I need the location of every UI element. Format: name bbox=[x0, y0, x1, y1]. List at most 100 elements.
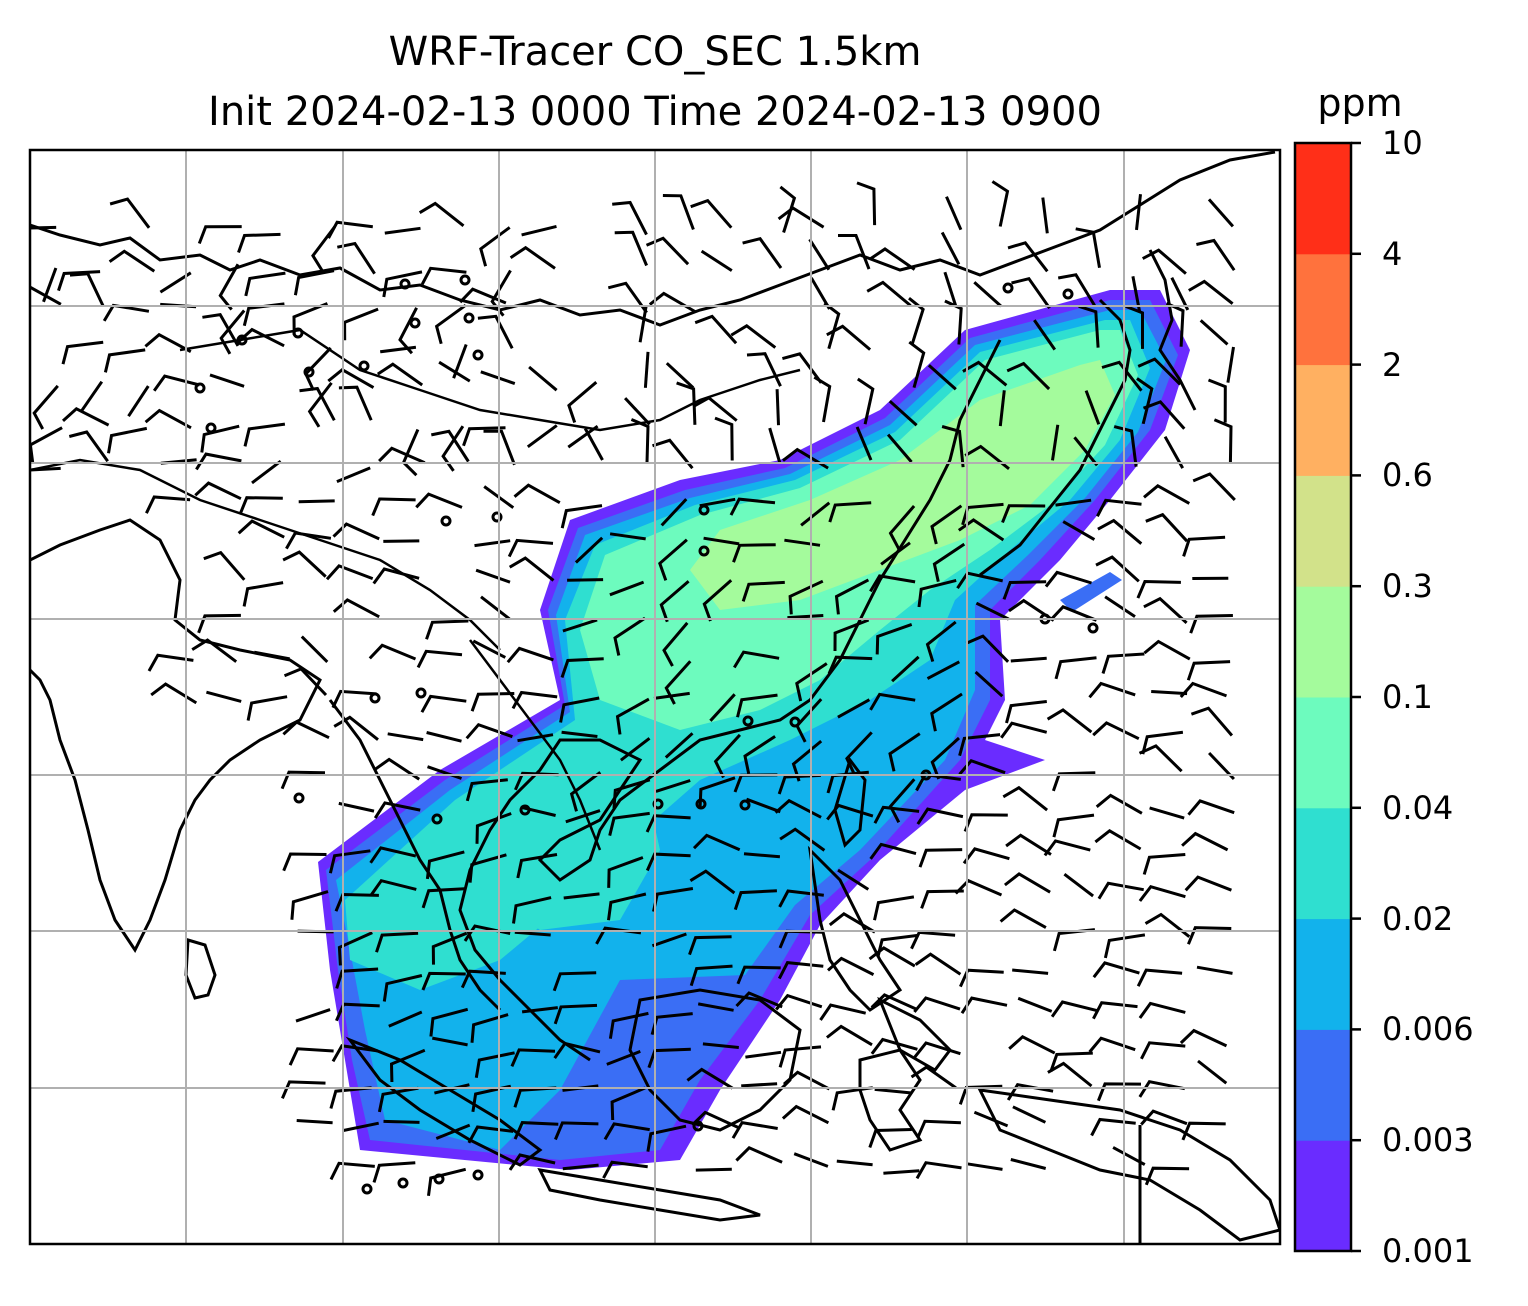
wind-barb bbox=[658, 538, 688, 581]
wind-barb bbox=[714, 416, 734, 461]
wind-barb bbox=[827, 655, 873, 675]
wind-barb bbox=[416, 649, 463, 669]
wind-barb bbox=[743, 852, 781, 859]
coastline-indochina bbox=[328, 699, 502, 1012]
wind-barb bbox=[528, 365, 558, 392]
wind-barb bbox=[103, 348, 146, 373]
wind-barb bbox=[1094, 828, 1142, 851]
wind-barb bbox=[823, 302, 841, 350]
wind-barb bbox=[1006, 1083, 1054, 1101]
wind-barb bbox=[745, 797, 781, 814]
wind-barb bbox=[191, 638, 238, 663]
wind-barb bbox=[509, 245, 556, 270]
wind-barb bbox=[327, 220, 373, 239]
wind-barb bbox=[1001, 504, 1046, 524]
wind-barb bbox=[1052, 928, 1096, 952]
wind-barb bbox=[246, 695, 288, 721]
wind-barb bbox=[1092, 1001, 1138, 1020]
wind-barb bbox=[1097, 881, 1144, 900]
wind-barb bbox=[296, 1119, 333, 1125]
wind-barb bbox=[856, 377, 875, 425]
colorbar-segment bbox=[1295, 253, 1351, 366]
wind-barb bbox=[328, 849, 371, 874]
wind-barb bbox=[479, 226, 511, 267]
colorbar-tick-label: 0.04 bbox=[1382, 788, 1454, 827]
wind-barb bbox=[1050, 1000, 1098, 1018]
border-himalaya bbox=[30, 458, 501, 651]
wind-barb bbox=[638, 306, 648, 343]
wind-barb bbox=[700, 249, 733, 272]
coastline-china-north bbox=[30, 150, 1276, 327]
wind-barb bbox=[371, 497, 416, 517]
wind-barb bbox=[109, 197, 151, 229]
wind-barb bbox=[1179, 1028, 1228, 1048]
wind-barb bbox=[465, 778, 508, 802]
wind-barb bbox=[1170, 277, 1190, 311]
wind-barb bbox=[107, 426, 148, 454]
calm-marker bbox=[194, 382, 206, 394]
wind-barb bbox=[219, 309, 246, 355]
wind-barb bbox=[1057, 273, 1096, 307]
wind-barb bbox=[1138, 884, 1186, 902]
colorbar-segment bbox=[1295, 1029, 1351, 1141]
wind-barb bbox=[845, 731, 873, 776]
wind-barb bbox=[888, 399, 918, 427]
calm-marker bbox=[292, 327, 304, 339]
wind-barb bbox=[510, 1048, 556, 1067]
wind-barb bbox=[333, 715, 379, 741]
wind-barb bbox=[775, 993, 823, 1011]
wind-barb bbox=[372, 567, 420, 585]
wind-barb bbox=[690, 198, 733, 229]
wind-barb bbox=[954, 878, 1003, 897]
wind-barb bbox=[1104, 595, 1136, 618]
wind-barb bbox=[602, 1160, 648, 1179]
wind-barb bbox=[483, 429, 516, 466]
wind-barb bbox=[567, 381, 598, 423]
wind-barb bbox=[630, 418, 650, 463]
wind-barb bbox=[507, 538, 554, 558]
wind-barb bbox=[563, 892, 600, 900]
wind-barb bbox=[194, 481, 242, 501]
wind-barb bbox=[660, 498, 688, 527]
wind-barb bbox=[383, 539, 420, 543]
wind-barb bbox=[338, 801, 375, 813]
wind-barb bbox=[470, 1013, 509, 1043]
wind-barb bbox=[244, 271, 286, 297]
wind-barb bbox=[401, 428, 420, 477]
wind-barb bbox=[702, 579, 733, 622]
wind-barb bbox=[624, 397, 651, 426]
wind-barb bbox=[869, 692, 916, 711]
wind-barb bbox=[331, 1044, 378, 1063]
wind-barb bbox=[561, 730, 598, 738]
wind-barb bbox=[1101, 360, 1143, 392]
wind-barb bbox=[384, 226, 421, 235]
wind-barb bbox=[613, 616, 646, 656]
wind-barb bbox=[1143, 596, 1188, 625]
wind-barb bbox=[932, 542, 966, 583]
wind-barb bbox=[831, 1086, 874, 1111]
wind-barb bbox=[1092, 721, 1140, 741]
wind-barb bbox=[741, 1082, 778, 1088]
wind-barb bbox=[834, 578, 870, 615]
colorbar-segment bbox=[1295, 807, 1351, 920]
wind-barb bbox=[1054, 656, 1097, 680]
wind-barb bbox=[332, 522, 380, 541]
country-borders bbox=[30, 328, 801, 851]
wind-barb bbox=[659, 580, 690, 623]
wind-barb bbox=[778, 1045, 822, 1068]
wind-barb bbox=[1140, 1041, 1186, 1060]
wind-barb bbox=[288, 1047, 334, 1066]
wind-barb bbox=[808, 238, 831, 271]
wind-barb bbox=[380, 345, 417, 354]
wind-barb bbox=[373, 801, 421, 819]
wind-barb bbox=[369, 878, 417, 897]
wind-barb bbox=[387, 732, 424, 742]
wind-barb bbox=[745, 1050, 782, 1059]
wind-barb bbox=[1181, 831, 1229, 852]
wind-barb bbox=[619, 737, 651, 762]
colorbar-tick-label: 0.006 bbox=[1382, 1010, 1474, 1049]
wind-barb bbox=[742, 236, 783, 269]
wind-barb bbox=[1138, 744, 1183, 773]
wind-barb bbox=[607, 856, 644, 888]
wind-barb bbox=[1190, 706, 1234, 737]
